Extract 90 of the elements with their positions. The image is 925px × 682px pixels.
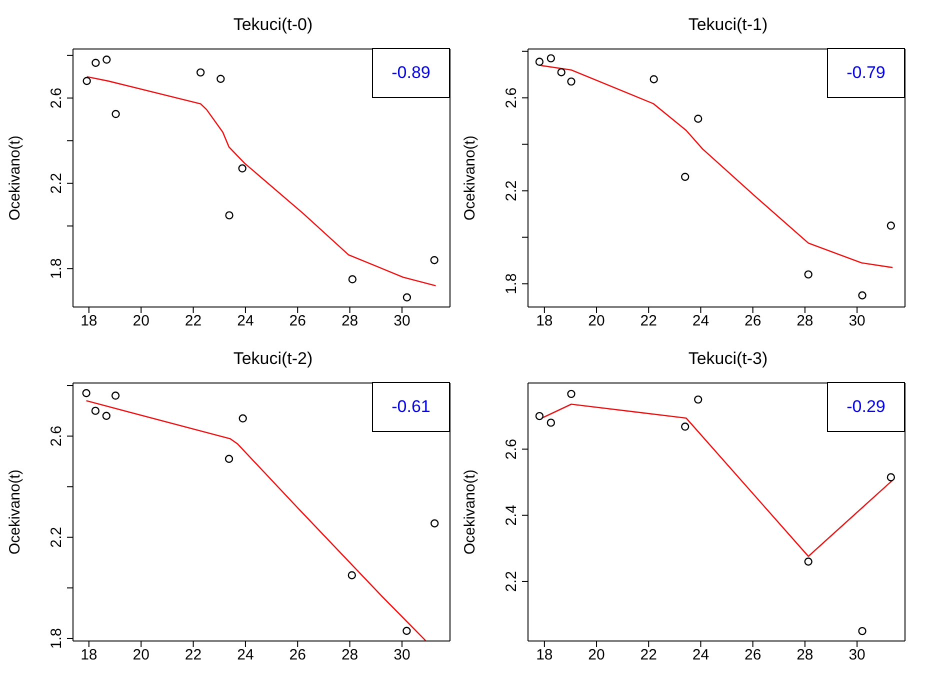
x-tick-label: 26 <box>289 312 306 330</box>
chart-title: Tekuci(t-0) <box>232 14 314 36</box>
point <box>858 626 866 636</box>
y-axis-title: Ocekivano(t) <box>6 469 24 555</box>
point <box>224 454 234 463</box>
point <box>804 270 812 279</box>
y-tick-label: 1.8 <box>503 273 520 294</box>
x-tick-label: 18 <box>80 312 98 330</box>
x-tick-label: 30 <box>848 312 866 330</box>
point <box>567 390 576 398</box>
point <box>694 395 702 404</box>
point <box>92 58 100 67</box>
y-axis-title: Ocekivano(t) <box>461 469 478 555</box>
point <box>348 275 357 284</box>
x-tick-label: 22 <box>640 312 657 330</box>
x-tick-label: 18 <box>536 646 553 664</box>
x-tick-label: 22 <box>184 312 202 330</box>
chart-title: Tekuci(t-3) <box>687 348 769 370</box>
y-tick-label: 2.6 <box>48 426 65 447</box>
point <box>82 76 91 86</box>
y-tick-label: 2.6 <box>503 87 520 108</box>
point <box>238 164 246 173</box>
x-tick-label: 24 <box>237 312 254 330</box>
point <box>216 74 225 83</box>
point <box>430 519 439 528</box>
chart-title: Tekuci(t-2) <box>232 348 314 370</box>
x-tick-label: 28 <box>796 646 814 664</box>
point <box>402 626 411 635</box>
point <box>567 77 576 86</box>
x-tick-label: 30 <box>394 312 410 330</box>
point <box>546 418 556 427</box>
x-tick-label: 28 <box>341 312 358 330</box>
point <box>886 222 896 230</box>
x-tick-label: 24 <box>692 646 710 664</box>
y-tick-label: 2.4 <box>503 504 520 526</box>
point <box>650 75 658 84</box>
point <box>111 392 120 400</box>
point <box>557 68 566 76</box>
point <box>348 571 356 580</box>
point <box>82 389 90 398</box>
chart-title: Tekuci(t-1) <box>687 14 769 36</box>
point <box>112 110 120 118</box>
point <box>196 68 205 77</box>
x-tick-label: 20 <box>588 646 605 664</box>
point <box>535 58 544 66</box>
x-tick-label: 28 <box>796 312 814 330</box>
x-tick-label: 24 <box>692 312 710 330</box>
x-tick-label: 22 <box>184 646 202 664</box>
point <box>238 414 247 423</box>
point <box>681 422 690 431</box>
point <box>91 406 100 415</box>
x-tick-label: 30 <box>848 646 866 664</box>
x-tick-label: 20 <box>588 312 605 330</box>
x-tick-label: 24 <box>237 646 254 664</box>
y-tick-label: 2.6 <box>48 88 65 108</box>
y-tick-label: 2.2 <box>503 180 520 202</box>
point <box>546 54 556 62</box>
point <box>102 56 111 64</box>
y-tick-label: 2.2 <box>48 172 65 194</box>
y-tick-label: 2.6 <box>503 438 520 460</box>
point <box>430 256 438 264</box>
x-tick-label: 26 <box>289 646 306 664</box>
y-tick-label: 1.8 <box>48 258 65 280</box>
y-tick-label: 2.2 <box>48 526 65 548</box>
point <box>804 558 812 566</box>
x-tick-label: 28 <box>341 646 358 664</box>
annotation: -0.89 <box>372 48 450 98</box>
y-tick-label: 2.2 <box>503 571 520 592</box>
x-tick-label: 18 <box>536 312 553 330</box>
point <box>694 114 702 123</box>
point <box>102 412 110 420</box>
x-tick-label: 30 <box>394 646 410 664</box>
annotation: -0.29 <box>827 382 905 432</box>
point <box>886 473 896 482</box>
x-tick-label: 20 <box>132 312 150 330</box>
x-tick-label: 22 <box>640 646 657 664</box>
x-tick-label: 26 <box>744 312 762 330</box>
y-tick-label: 1.8 <box>48 628 65 649</box>
x-tick-label: 18 <box>80 646 98 664</box>
point <box>858 291 866 300</box>
point <box>225 211 234 220</box>
y-axis-title: Ocekivano(t) <box>6 135 24 221</box>
x-tick-label: 20 <box>132 646 150 664</box>
annotation: -0.61 <box>372 382 450 432</box>
point <box>402 293 412 302</box>
y-axis-title: Ocekivano(t) <box>461 135 478 221</box>
point <box>535 412 544 420</box>
x-tick-label: 26 <box>744 646 762 664</box>
point <box>681 172 690 181</box>
annotation: -0.79 <box>827 48 905 98</box>
